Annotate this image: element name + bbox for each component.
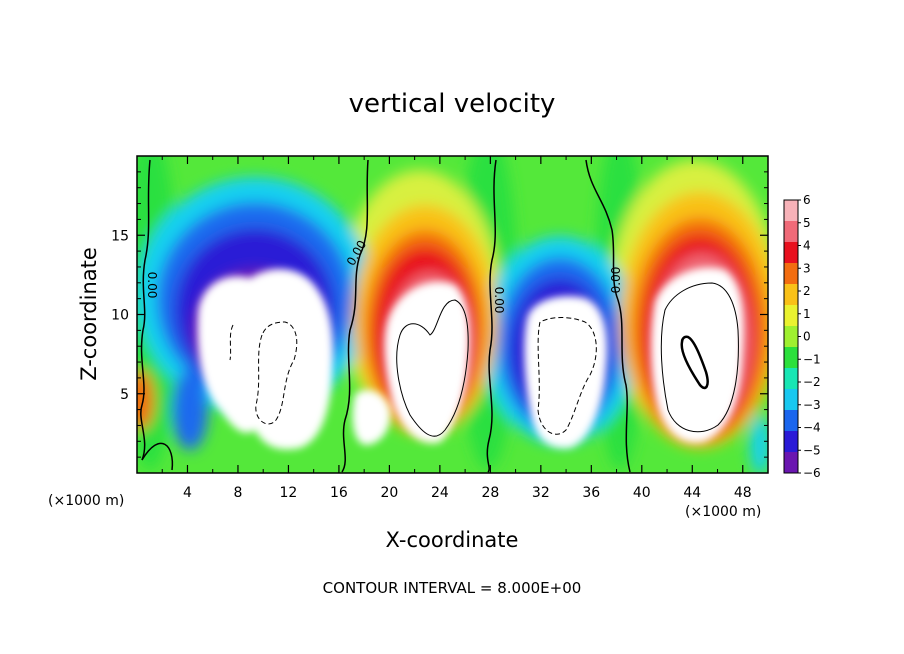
colorbar-label: 3 — [803, 261, 811, 275]
colorbar-swatch — [784, 200, 798, 222]
zero-contour-label: 0.00 — [145, 272, 159, 299]
zero-contour-label: 0.00 — [609, 267, 623, 294]
colorbar-swatch — [784, 452, 798, 474]
colorbar-label: −3 — [803, 398, 821, 412]
colorbar-label: −5 — [803, 443, 821, 457]
colorbar-label: 5 — [803, 216, 811, 230]
heatmap-field — [137, 156, 768, 473]
colorbar-label: 0 — [803, 330, 811, 344]
colorbar-swatch — [784, 263, 798, 285]
x-tick-label: 20 — [380, 485, 398, 501]
colorbar-swatch — [784, 305, 798, 327]
x-tick-label: 28 — [481, 485, 499, 501]
x-tick-label: 16 — [330, 485, 348, 501]
colorbar-swatch — [784, 368, 798, 390]
saturated-cores — [197, 267, 744, 450]
colorbar-swatch — [784, 410, 798, 432]
colorbar-label: −2 — [803, 375, 821, 389]
colorbar-label: 6 — [803, 193, 811, 207]
x-tick-label: 44 — [683, 485, 701, 501]
y-axis-ticks: 5 10 15 — [111, 171, 768, 458]
x-tick-label: 24 — [431, 485, 449, 501]
colorbar-swatch — [784, 242, 798, 264]
chart-title: vertical velocity — [349, 89, 556, 119]
colorbar-swatch — [784, 347, 798, 369]
y-tick-label: 5 — [120, 387, 129, 403]
colorbar-swatch — [784, 221, 798, 243]
x-tick-label: 36 — [582, 485, 600, 501]
colorbar-swatch — [784, 389, 798, 411]
colorbar-label: 4 — [803, 239, 811, 253]
colorbar-label: −4 — [803, 421, 821, 435]
x-axis-ticks: 4 8 12 16 20 24 28 32 36 40 44 48 — [161, 156, 752, 501]
colorbar-swatch — [784, 284, 798, 306]
zero-contour-label: 0.00 — [492, 287, 506, 314]
colorbar-label: 1 — [803, 307, 811, 321]
x-unit-label-right: (×1000 m) — [685, 504, 761, 520]
x-tick-label: 48 — [734, 485, 752, 501]
x-axis-label: X-coordinate — [386, 528, 519, 552]
y-tick-label: 10 — [111, 308, 129, 324]
contour-lines — [140, 159, 739, 473]
colorbar-label: −6 — [803, 466, 821, 480]
x-tick-label: 40 — [633, 485, 651, 501]
x-tick-label: 12 — [280, 485, 298, 501]
colorbar-label: −1 — [803, 352, 821, 366]
x-tick-label: 8 — [233, 485, 242, 501]
colorbar-swatch — [784, 326, 798, 348]
x-tick-label: 32 — [532, 485, 550, 501]
y-axis-label: Z-coordinate — [77, 247, 101, 381]
y-tick-label: 15 — [111, 228, 129, 244]
x-unit-label-left: (×1000 m) — [48, 493, 124, 509]
colorbar-label: 2 — [803, 284, 811, 298]
x-tick-label: 4 — [183, 485, 192, 501]
contour-interval-note: CONTOUR INTERVAL = 8.000E+00 — [323, 579, 582, 597]
colorbar-swatch — [784, 431, 798, 453]
colorbar: 6 5 4 3 2 1 0 −1 −2 −3 −4 −5 −6 — [783, 193, 821, 480]
